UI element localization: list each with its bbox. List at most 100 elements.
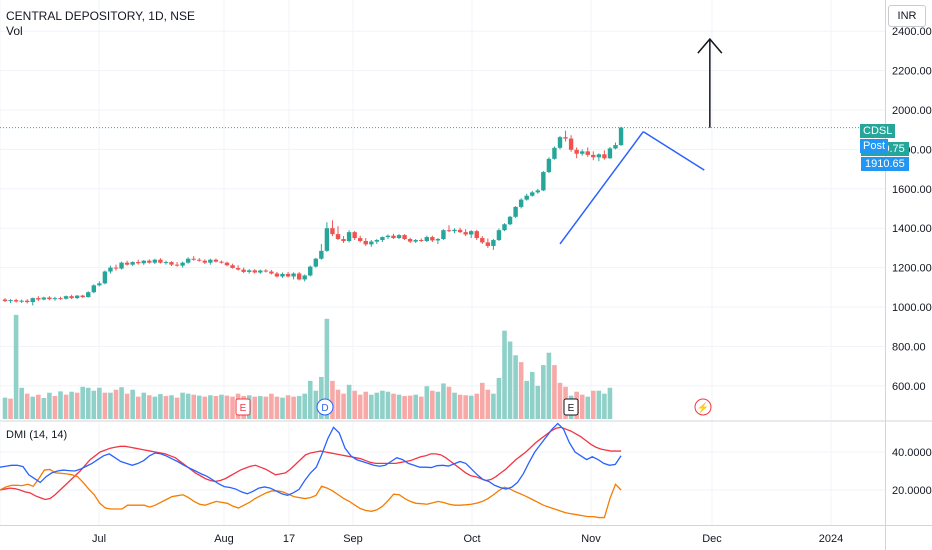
candle[interactable] [441, 229, 446, 241]
candle[interactable] [591, 151, 596, 161]
candle[interactable] [480, 236, 485, 244]
candle[interactable] [552, 146, 557, 160]
candle[interactable] [47, 296, 52, 301]
candle[interactable] [574, 147, 579, 159]
candle[interactable] [319, 243, 324, 260]
candle[interactable] [241, 267, 246, 274]
trend-line[interactable] [559, 131, 644, 245]
candle[interactable] [69, 294, 74, 300]
candle[interactable] [419, 238, 424, 242]
candle[interactable] [296, 271, 302, 281]
event-markers[interactable]: E D E ⚡ [235, 398, 712, 416]
candle[interactable] [424, 235, 429, 242]
candle[interactable] [58, 296, 63, 300]
candle[interactable] [430, 235, 435, 242]
candle[interactable] [507, 215, 513, 226]
candle[interactable] [602, 150, 607, 160]
event-marker-dividend[interactable]: D [316, 398, 334, 416]
candle[interactable] [269, 269, 274, 275]
candle[interactable] [230, 263, 235, 269]
candle[interactable] [152, 258, 158, 265]
candle[interactable] [391, 233, 396, 240]
candle[interactable] [352, 230, 357, 241]
candle[interactable] [136, 259, 141, 265]
candle[interactable] [330, 220, 335, 237]
candle[interactable] [252, 269, 257, 274]
candle[interactable] [607, 147, 613, 159]
candle[interactable] [596, 153, 602, 162]
candle[interactable] [580, 149, 585, 156]
candle[interactable] [197, 258, 202, 262]
candle[interactable] [446, 225, 452, 233]
candle[interactable] [13, 298, 19, 303]
candle[interactable] [563, 130, 568, 142]
candle[interactable] [613, 142, 618, 150]
candle[interactable] [41, 296, 47, 301]
candle[interactable] [191, 256, 196, 261]
candle[interactable] [124, 260, 130, 266]
candle[interactable] [380, 236, 385, 242]
candle[interactable] [407, 237, 413, 243]
candle[interactable] [369, 240, 374, 247]
candle[interactable] [541, 171, 546, 192]
candle[interactable] [97, 281, 102, 287]
candle[interactable] [219, 260, 224, 264]
candle[interactable] [363, 238, 368, 246]
candle[interactable] [202, 259, 207, 265]
candle[interactable] [74, 295, 80, 300]
candle[interactable] [158, 258, 163, 264]
candlesticks[interactable] [2, 126, 624, 306]
candle[interactable] [285, 271, 291, 278]
candle[interactable] [457, 227, 463, 234]
candle[interactable] [258, 269, 263, 274]
candle[interactable] [80, 294, 85, 298]
candle[interactable] [247, 269, 252, 274]
candle[interactable] [36, 296, 41, 302]
candle[interactable] [385, 234, 391, 240]
candle[interactable] [180, 261, 185, 268]
candle[interactable] [413, 239, 418, 243]
candle[interactable] [435, 238, 441, 244]
candle[interactable] [324, 222, 330, 252]
symbol-title[interactable]: CENTRAL DEPOSITORY, 1D, NSE [6, 9, 195, 23]
candle[interactable] [302, 274, 307, 282]
candle[interactable] [513, 206, 518, 218]
candle[interactable] [174, 262, 180, 267]
candle[interactable] [585, 147, 590, 157]
candle[interactable] [213, 258, 219, 263]
event-marker-earnings[interactable]: E [235, 398, 251, 416]
candle[interactable] [518, 198, 524, 209]
candle[interactable] [63, 295, 69, 300]
candle[interactable] [102, 270, 108, 285]
candle[interactable] [308, 265, 313, 277]
candle[interactable] [263, 269, 269, 273]
volume-label[interactable]: Vol [6, 24, 23, 38]
candle[interactable] [335, 226, 341, 241]
candle[interactable] [169, 261, 174, 267]
candle[interactable] [280, 272, 285, 278]
candle[interactable] [396, 234, 402, 240]
candle[interactable] [274, 271, 280, 278]
candle[interactable] [469, 230, 474, 239]
candle[interactable] [535, 188, 540, 194]
candle[interactable] [374, 239, 380, 244]
candle[interactable] [185, 257, 191, 264]
trend-line[interactable] [642, 131, 705, 171]
candle[interactable] [52, 296, 58, 301]
candle[interactable] [86, 291, 91, 298]
drawings[interactable] [0, 37, 885, 245]
candle[interactable] [358, 235, 363, 243]
candle[interactable] [25, 299, 30, 304]
candle[interactable] [119, 261, 124, 270]
candle[interactable] [530, 190, 535, 197]
candle[interactable] [235, 265, 241, 271]
candle[interactable] [474, 229, 479, 241]
dmi-label[interactable]: DMI (14, 14) [6, 429, 68, 441]
candle[interactable] [313, 257, 318, 268]
candle[interactable] [491, 239, 496, 250]
candle[interactable] [208, 258, 213, 265]
candle[interactable] [113, 264, 119, 271]
candle[interactable] [141, 260, 146, 265]
candle[interactable] [8, 299, 13, 304]
